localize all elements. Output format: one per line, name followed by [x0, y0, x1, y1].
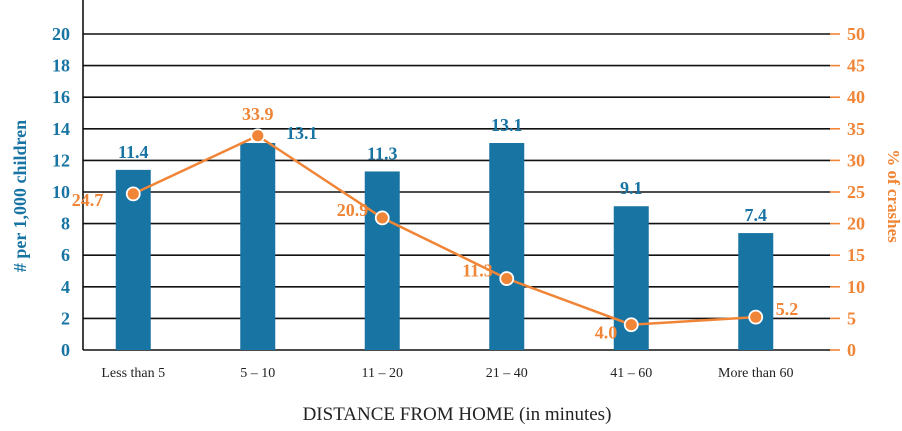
y-tick-label-left: 20 — [52, 24, 70, 44]
y-tick-label-right: 50 — [847, 24, 865, 44]
bar — [240, 143, 276, 350]
y-tick-label-right: 30 — [847, 150, 865, 170]
y-tick-label-right: 10 — [847, 277, 865, 297]
x-category-label: 5 – 10 — [240, 366, 275, 381]
bar-series — [115, 143, 774, 350]
bar — [489, 143, 525, 350]
y-axis-title-right: % of crashes — [884, 149, 902, 243]
data-labels: 11.4 13.1 11.3 13.1 9.1 7.4 24.7 33.9 20.9 11.3 4.… — [72, 104, 799, 343]
line-point — [623, 317, 639, 333]
bar-data-label: 7.4 — [745, 205, 768, 225]
y-tick-label-right: 25 — [847, 182, 865, 202]
line-data-label: 5.2 — [776, 299, 799, 319]
bar-data-label: 11.3 — [367, 143, 398, 163]
x-category-label: 21 – 40 — [486, 366, 528, 381]
line-point — [748, 309, 764, 325]
gridlines — [83, 33, 830, 320]
x-category-label: 11 – 20 — [362, 366, 403, 381]
y-tick-label-left: 8 — [61, 214, 70, 234]
y-tick-label-left: 16 — [52, 87, 70, 107]
bar — [738, 233, 774, 350]
line-point — [374, 210, 390, 226]
y-tick-label-right: 5 — [847, 308, 856, 328]
line-data-label: 11.3 — [462, 261, 493, 281]
line-point — [499, 271, 515, 286]
y-tick-label-left: 0 — [61, 340, 70, 360]
y-tick-label-right: 45 — [847, 56, 865, 76]
line-data-label: 24.7 — [72, 190, 104, 210]
y-tick-label-left: 12 — [52, 150, 70, 170]
x-category-label: 41 – 60 — [610, 366, 652, 381]
y-tick-label-left: 14 — [52, 119, 70, 139]
y-tick-label-right: 20 — [847, 214, 865, 234]
line-data-label: 33.9 — [242, 104, 274, 124]
x-category-label: More than 60 — [718, 366, 793, 381]
line-data-label: 4.0 — [595, 323, 618, 343]
x-category-label: Less than 5 — [101, 366, 165, 381]
x-axis-title: DISTANCE FROM HOME (in minutes) — [303, 404, 612, 425]
bar-data-label: 13.1 — [286, 123, 318, 143]
y-tick-label-right: 35 — [847, 119, 865, 139]
axes — [82, 0, 840, 351]
y-tick-label-left: 10 — [52, 182, 70, 202]
line-path — [132, 134, 756, 326]
bar — [364, 171, 400, 350]
y-tick-label-right: 40 — [847, 87, 865, 107]
line-point — [250, 128, 266, 144]
y-tick-label-right: 0 — [847, 340, 856, 360]
line-point — [125, 186, 141, 202]
bar-data-label: 13.1 — [491, 115, 523, 135]
bar-data-label: 11.4 — [118, 142, 149, 162]
bar-data-label: 9.1 — [620, 178, 643, 198]
y-tick-label-left: 18 — [52, 56, 70, 76]
y-tick-label-left: 2 — [61, 308, 70, 328]
y-axis-title-left: # per 1,000 children — [10, 120, 30, 272]
tick-labels: 0 2 4 6 8 10 12 14 16 18 20 0 5 10 15 20 25 30 35 40 45 50 Les… — [52, 24, 865, 381]
y-tick-label-left: 4 — [61, 277, 70, 297]
y-tick-label-left: 6 — [61, 245, 70, 265]
line-series — [125, 128, 764, 333]
line-data-label: 20.9 — [337, 200, 369, 220]
y-tick-label-right: 15 — [847, 245, 865, 265]
